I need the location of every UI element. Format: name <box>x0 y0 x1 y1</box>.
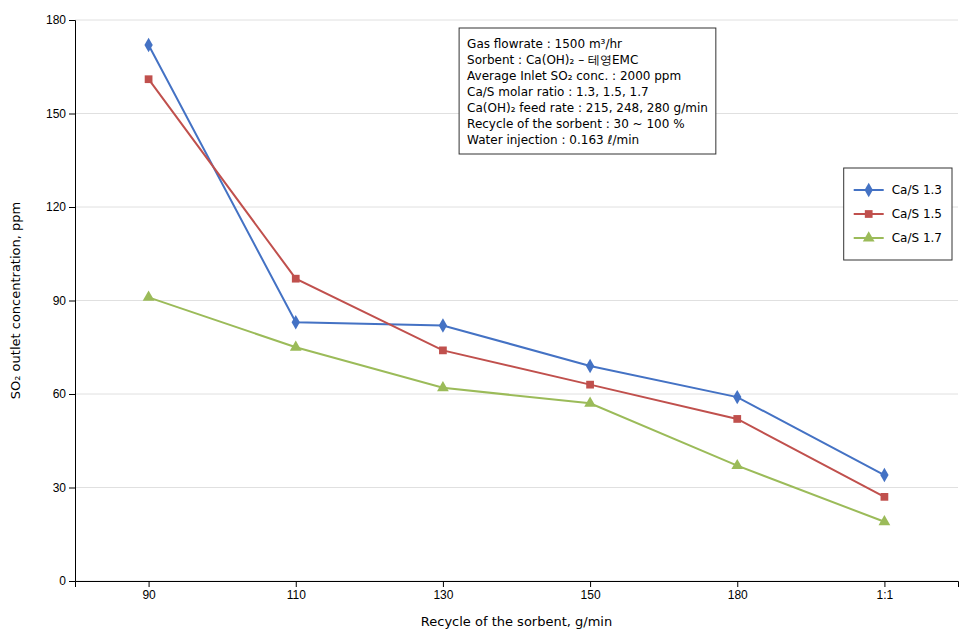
legend-marker <box>865 210 873 218</box>
y-tick: 150 <box>46 107 75 121</box>
series-group <box>143 38 891 525</box>
annotation-text: Recycle of the sorbent : 30 ~ 100 % <box>467 117 684 131</box>
x-tick: 180 <box>728 581 748 602</box>
annotation-text: Average Inlet SO₂ conc. : 2000 ppm <box>467 69 681 83</box>
annotation-text: Sorbent : Ca(OH)₂ – 테영EMC <box>467 53 638 67</box>
x-tick-mark <box>443 581 444 587</box>
point <box>731 459 743 469</box>
y-axis-title: SO₂ outlet concentration, ppm <box>8 202 23 399</box>
y-tick: 120 <box>46 200 75 214</box>
y-tick: 90 <box>53 294 75 308</box>
x-tick-label: 180 <box>728 588 748 602</box>
point <box>733 415 741 423</box>
legend-marker <box>863 231 875 241</box>
legend-item: Ca/S 1.5 <box>854 207 942 221</box>
series <box>144 38 888 483</box>
legend-item: Ca/S 1.3 <box>854 183 942 197</box>
point <box>584 397 596 407</box>
legend-item: Ca/S 1.7 <box>854 231 942 245</box>
legend-box <box>844 168 952 260</box>
y-tick-mark <box>69 394 75 395</box>
chart: 90 110 130 150 180 1:1 0 30 60 90 120 150 180 Gas flo… <box>0 0 978 641</box>
legend-label: Ca/S 1.5 <box>892 207 942 221</box>
y-tick-mark <box>69 20 75 21</box>
x-tick-mark <box>737 581 738 587</box>
x-tick-mark <box>884 581 885 587</box>
point <box>439 318 447 332</box>
annotation-box <box>459 28 716 154</box>
x-tick-label: 150 <box>581 588 601 602</box>
point <box>144 38 152 52</box>
y-tick-label: 120 <box>46 200 66 214</box>
annotation-text: Ca(OH)₂ feed rate : 215, 248, 280 g/min <box>467 101 708 115</box>
y-tick-mark <box>69 488 75 489</box>
legend-label: Ca/S 1.7 <box>892 231 942 245</box>
y-tick-label: 150 <box>46 107 66 121</box>
annotation-text: Ca/S molar ratio : 1.3, 1.5, 1.7 <box>467 85 649 99</box>
y-tick: 180 <box>46 13 75 27</box>
y-axis-line <box>69 21 76 582</box>
plot: 90 110 130 150 180 1:1 0 30 60 90 120 150 180 Gas flo… <box>46 13 959 601</box>
x-tick-label: 110 <box>287 588 306 602</box>
y-tick-label: 30 <box>53 481 67 495</box>
grid-line <box>75 487 958 488</box>
x-axis-line <box>76 582 959 588</box>
point <box>586 381 594 389</box>
point <box>292 275 300 283</box>
y-tick-label: 90 <box>53 294 67 308</box>
x-tick-label: 90 <box>142 588 156 602</box>
x-tick-mark <box>296 581 297 587</box>
y-tick-mark <box>69 114 75 115</box>
y-tick: 30 <box>53 481 75 495</box>
x-tick: 1:1 <box>877 581 894 602</box>
y-tick-label: 0 <box>59 574 66 588</box>
x-tick-mark <box>149 581 150 587</box>
series <box>145 75 889 500</box>
point <box>880 468 888 482</box>
y-tick-mark <box>69 207 75 208</box>
series <box>143 291 891 526</box>
point <box>143 291 155 301</box>
y-tick-mark <box>69 581 75 582</box>
point <box>586 359 594 373</box>
y-tick-mark <box>69 301 75 302</box>
legend: Ca/S 1.3 Ca/S 1.5 Ca/S 1.7 <box>844 168 952 260</box>
series-line <box>149 45 885 475</box>
point <box>145 75 153 83</box>
x-axis: 90 110 130 150 180 1:1 <box>76 581 959 602</box>
x-tick: 90 <box>142 581 156 602</box>
grid-line <box>75 20 958 21</box>
point <box>292 315 300 329</box>
x-tick-mark <box>590 581 591 587</box>
point <box>290 340 302 350</box>
grid-line <box>75 394 958 395</box>
legend-marker <box>865 183 873 197</box>
y-axis: 0 30 60 90 120 150 180 <box>46 13 76 588</box>
y-tick: 0 <box>59 574 75 588</box>
legend-label: Ca/S 1.3 <box>892 183 942 197</box>
x-tick-label: 1:1 <box>877 588 894 602</box>
series-line <box>149 297 885 521</box>
x-tick: 150 <box>581 581 601 602</box>
grid-line <box>75 207 958 208</box>
grid-line <box>75 300 958 301</box>
point <box>879 515 891 525</box>
y-tick-label: 60 <box>53 387 67 401</box>
point <box>439 346 447 354</box>
point <box>881 493 889 501</box>
series-line <box>149 79 885 497</box>
x-tick: 110 <box>287 581 306 602</box>
x-tick-label: 130 <box>433 588 453 602</box>
point <box>437 381 449 391</box>
annotation-text: Water injection : 0.163 ℓ/min <box>467 133 639 147</box>
annotation-text: Gas flowrate : 1500 m³/hr <box>467 37 622 51</box>
grid <box>75 20 958 581</box>
x-tick: 130 <box>433 581 453 602</box>
y-tick: 60 <box>53 387 75 401</box>
x-axis-title: Recycle of the sorbent, g/min <box>421 614 612 629</box>
point <box>733 390 741 404</box>
y-tick-label: 180 <box>46 13 66 27</box>
annotation: Gas flowrate : 1500 m³/hr Sorbent : Ca(OH… <box>459 28 716 154</box>
